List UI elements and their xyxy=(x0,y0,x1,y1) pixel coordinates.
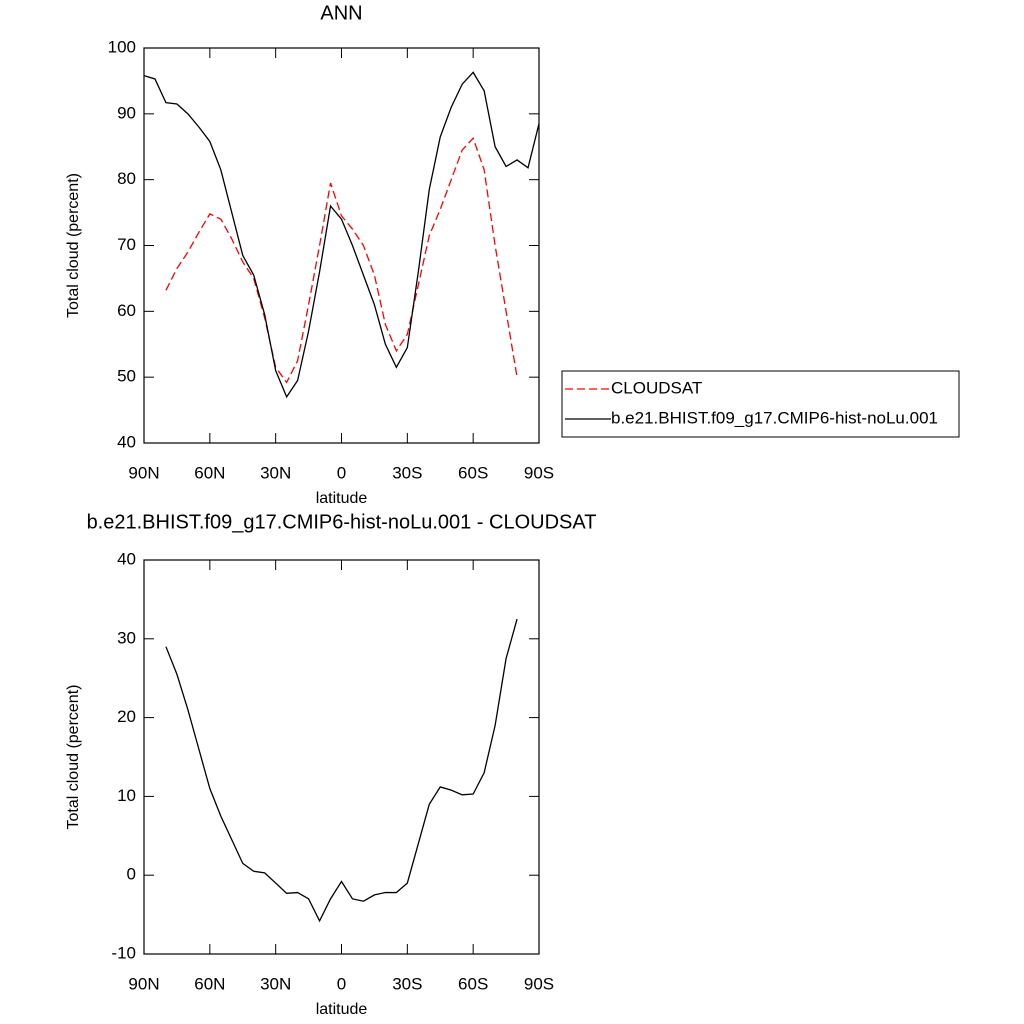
x-tick-label: 60S xyxy=(458,974,488,993)
chart-title: ANN xyxy=(320,2,362,24)
plot-frame xyxy=(143,559,540,955)
y-tick-label: 50 xyxy=(117,367,136,386)
x-tick-label: 0 xyxy=(337,463,346,482)
x-axis-label: latitude xyxy=(316,490,368,507)
legend-box xyxy=(561,370,960,438)
plot-frame xyxy=(143,47,540,444)
x-tick-label: 90S xyxy=(524,974,554,993)
x-tick-label: 0 xyxy=(337,974,346,993)
y-tick-label: 70 xyxy=(117,235,136,254)
legend-label: CLOUDSAT xyxy=(611,378,702,397)
y-tick-label: 30 xyxy=(117,628,136,647)
x-tick-label: 90N xyxy=(128,974,159,993)
x-axis-label: latitude xyxy=(316,1001,368,1018)
x-tick-label: 30S xyxy=(392,463,422,482)
data-line xyxy=(165,618,518,923)
y-tick-label: 20 xyxy=(117,707,136,726)
y-tick-label: 90 xyxy=(117,103,136,122)
x-tick-label: 90N xyxy=(128,463,159,482)
y-tick-label: -10 xyxy=(111,943,136,962)
x-tick-label: 30S xyxy=(392,974,422,993)
data-line xyxy=(165,136,518,384)
y-tick-label: 40 xyxy=(117,432,136,451)
x-tick-label: 60S xyxy=(458,463,488,482)
x-tick-label: 60N xyxy=(194,463,225,482)
y-tick-label: 100 xyxy=(108,37,136,56)
chart-title: b.e21.BHIST.f09_g17.CMIP6-hist-noLu.001 … xyxy=(87,511,597,533)
y-axis-label: Total cloud (percent) xyxy=(65,173,82,318)
y-axis-label: Total cloud (percent) xyxy=(65,685,82,830)
y-tick-label: 60 xyxy=(117,301,136,320)
x-tick-label: 30N xyxy=(260,974,291,993)
y-tick-label: 40 xyxy=(117,549,136,568)
x-tick-label: 60N xyxy=(194,974,225,993)
y-tick-label: 0 xyxy=(127,865,136,884)
x-tick-label: 30N xyxy=(260,463,291,482)
data-line xyxy=(143,71,540,399)
x-tick-label: 90S xyxy=(524,463,554,482)
y-tick-label: 10 xyxy=(117,786,136,805)
y-tick-label: 80 xyxy=(117,169,136,188)
legend-label: b.e21.BHIST.f09_g17.CMIP6-hist-noLu.001 xyxy=(611,408,938,427)
